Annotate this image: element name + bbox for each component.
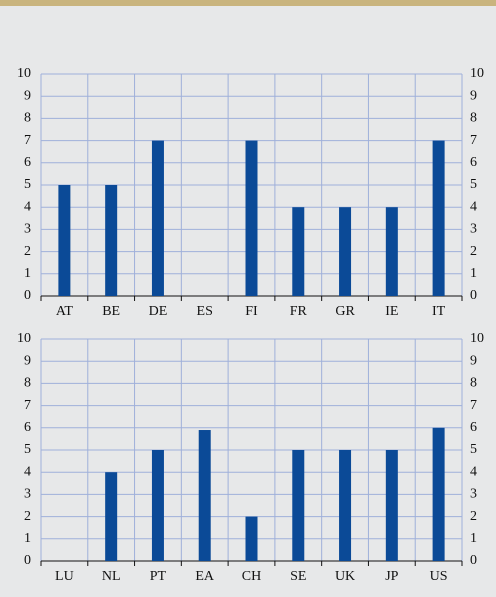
- y-tick-label: 0: [24, 553, 31, 568]
- y-tick-label: 4: [24, 199, 31, 214]
- y2-tick-label: 7: [470, 133, 477, 148]
- bar: [385, 207, 398, 296]
- y-tick-label: 2: [24, 509, 31, 524]
- y-tick-label: 3: [24, 222, 31, 237]
- x-tick-label: US: [430, 569, 448, 584]
- y-tick-label: 5: [24, 177, 31, 192]
- x-tick-label: ES: [197, 304, 213, 319]
- bar: [151, 450, 164, 561]
- y2-tick-label: 10: [470, 66, 484, 81]
- y-tick-label: 2: [24, 244, 31, 259]
- x-tick-label: EA: [195, 569, 215, 584]
- bar: [385, 450, 398, 561]
- x-tick-label: DE: [149, 304, 168, 319]
- y2-tick-label: 9: [470, 88, 477, 103]
- x-tick-label: CH: [242, 569, 261, 584]
- y2-tick-label: 9: [470, 353, 477, 368]
- x-tick-label: IE: [385, 304, 398, 319]
- y-tick-label: 9: [24, 88, 31, 103]
- y-tick-label: 7: [24, 398, 31, 413]
- bar: [292, 207, 305, 296]
- y-tick-label: 3: [24, 487, 31, 502]
- x-tick-label: FR: [290, 304, 308, 319]
- x-tick-label: SE: [290, 569, 306, 584]
- x-tick-label: GR: [335, 304, 355, 319]
- bar: [245, 140, 258, 296]
- y-tick-label: 9: [24, 353, 31, 368]
- bar: [339, 450, 352, 561]
- bar: [58, 185, 71, 296]
- x-tick-label: UK: [335, 569, 355, 584]
- y2-tick-label: 10: [470, 331, 484, 346]
- y-tick-label: 1: [24, 531, 31, 546]
- y-tick-label: 10: [17, 331, 31, 346]
- y-tick-label: 4: [24, 464, 31, 479]
- bar: [105, 472, 118, 561]
- y2-tick-label: 5: [470, 442, 477, 457]
- top-band: [0, 0, 496, 6]
- y2-tick-label: 4: [470, 464, 477, 479]
- bar: [151, 140, 164, 296]
- bar: [198, 430, 211, 561]
- x-tick-label: PT: [150, 569, 167, 584]
- y2-tick-label: 6: [470, 420, 477, 435]
- y-tick-label: 7: [24, 133, 31, 148]
- x-tick-label: FI: [245, 304, 258, 319]
- y-tick-label: 0: [24, 288, 31, 303]
- y-tick-label: 8: [24, 111, 31, 126]
- y-tick-label: 5: [24, 442, 31, 457]
- y2-tick-label: 3: [470, 487, 477, 502]
- y2-tick-label: 4: [470, 199, 477, 214]
- bar: [432, 427, 445, 561]
- y2-tick-label: 5: [470, 177, 477, 192]
- bar: [292, 450, 305, 561]
- y2-tick-label: 1: [470, 531, 477, 546]
- y2-tick-label: 3: [470, 222, 477, 237]
- y2-tick-label: 6: [470, 155, 477, 170]
- x-tick-label: IT: [432, 304, 446, 319]
- y2-tick-label: 8: [470, 111, 477, 126]
- x-tick-label: AT: [56, 304, 74, 319]
- y2-tick-label: 7: [470, 398, 477, 413]
- y2-tick-label: 1: [470, 266, 477, 281]
- x-tick-label: NL: [102, 569, 121, 584]
- x-tick-label: LU: [55, 569, 74, 584]
- bar: [432, 140, 445, 296]
- y2-tick-label: 2: [470, 509, 477, 524]
- bar: [339, 207, 352, 296]
- y2-tick-label: 0: [470, 553, 477, 568]
- bar: [105, 185, 118, 296]
- y-tick-label: 10: [17, 66, 31, 81]
- y-tick-label: 1: [24, 266, 31, 281]
- bar: [245, 516, 258, 561]
- y-tick-label: 8: [24, 376, 31, 391]
- x-tick-label: JP: [385, 569, 398, 584]
- y-tick-label: 6: [24, 155, 31, 170]
- y2-tick-label: 2: [470, 244, 477, 259]
- y2-tick-label: 0: [470, 288, 477, 303]
- x-tick-label: BE: [102, 304, 120, 319]
- y-tick-label: 6: [24, 420, 31, 435]
- y2-tick-label: 8: [470, 376, 477, 391]
